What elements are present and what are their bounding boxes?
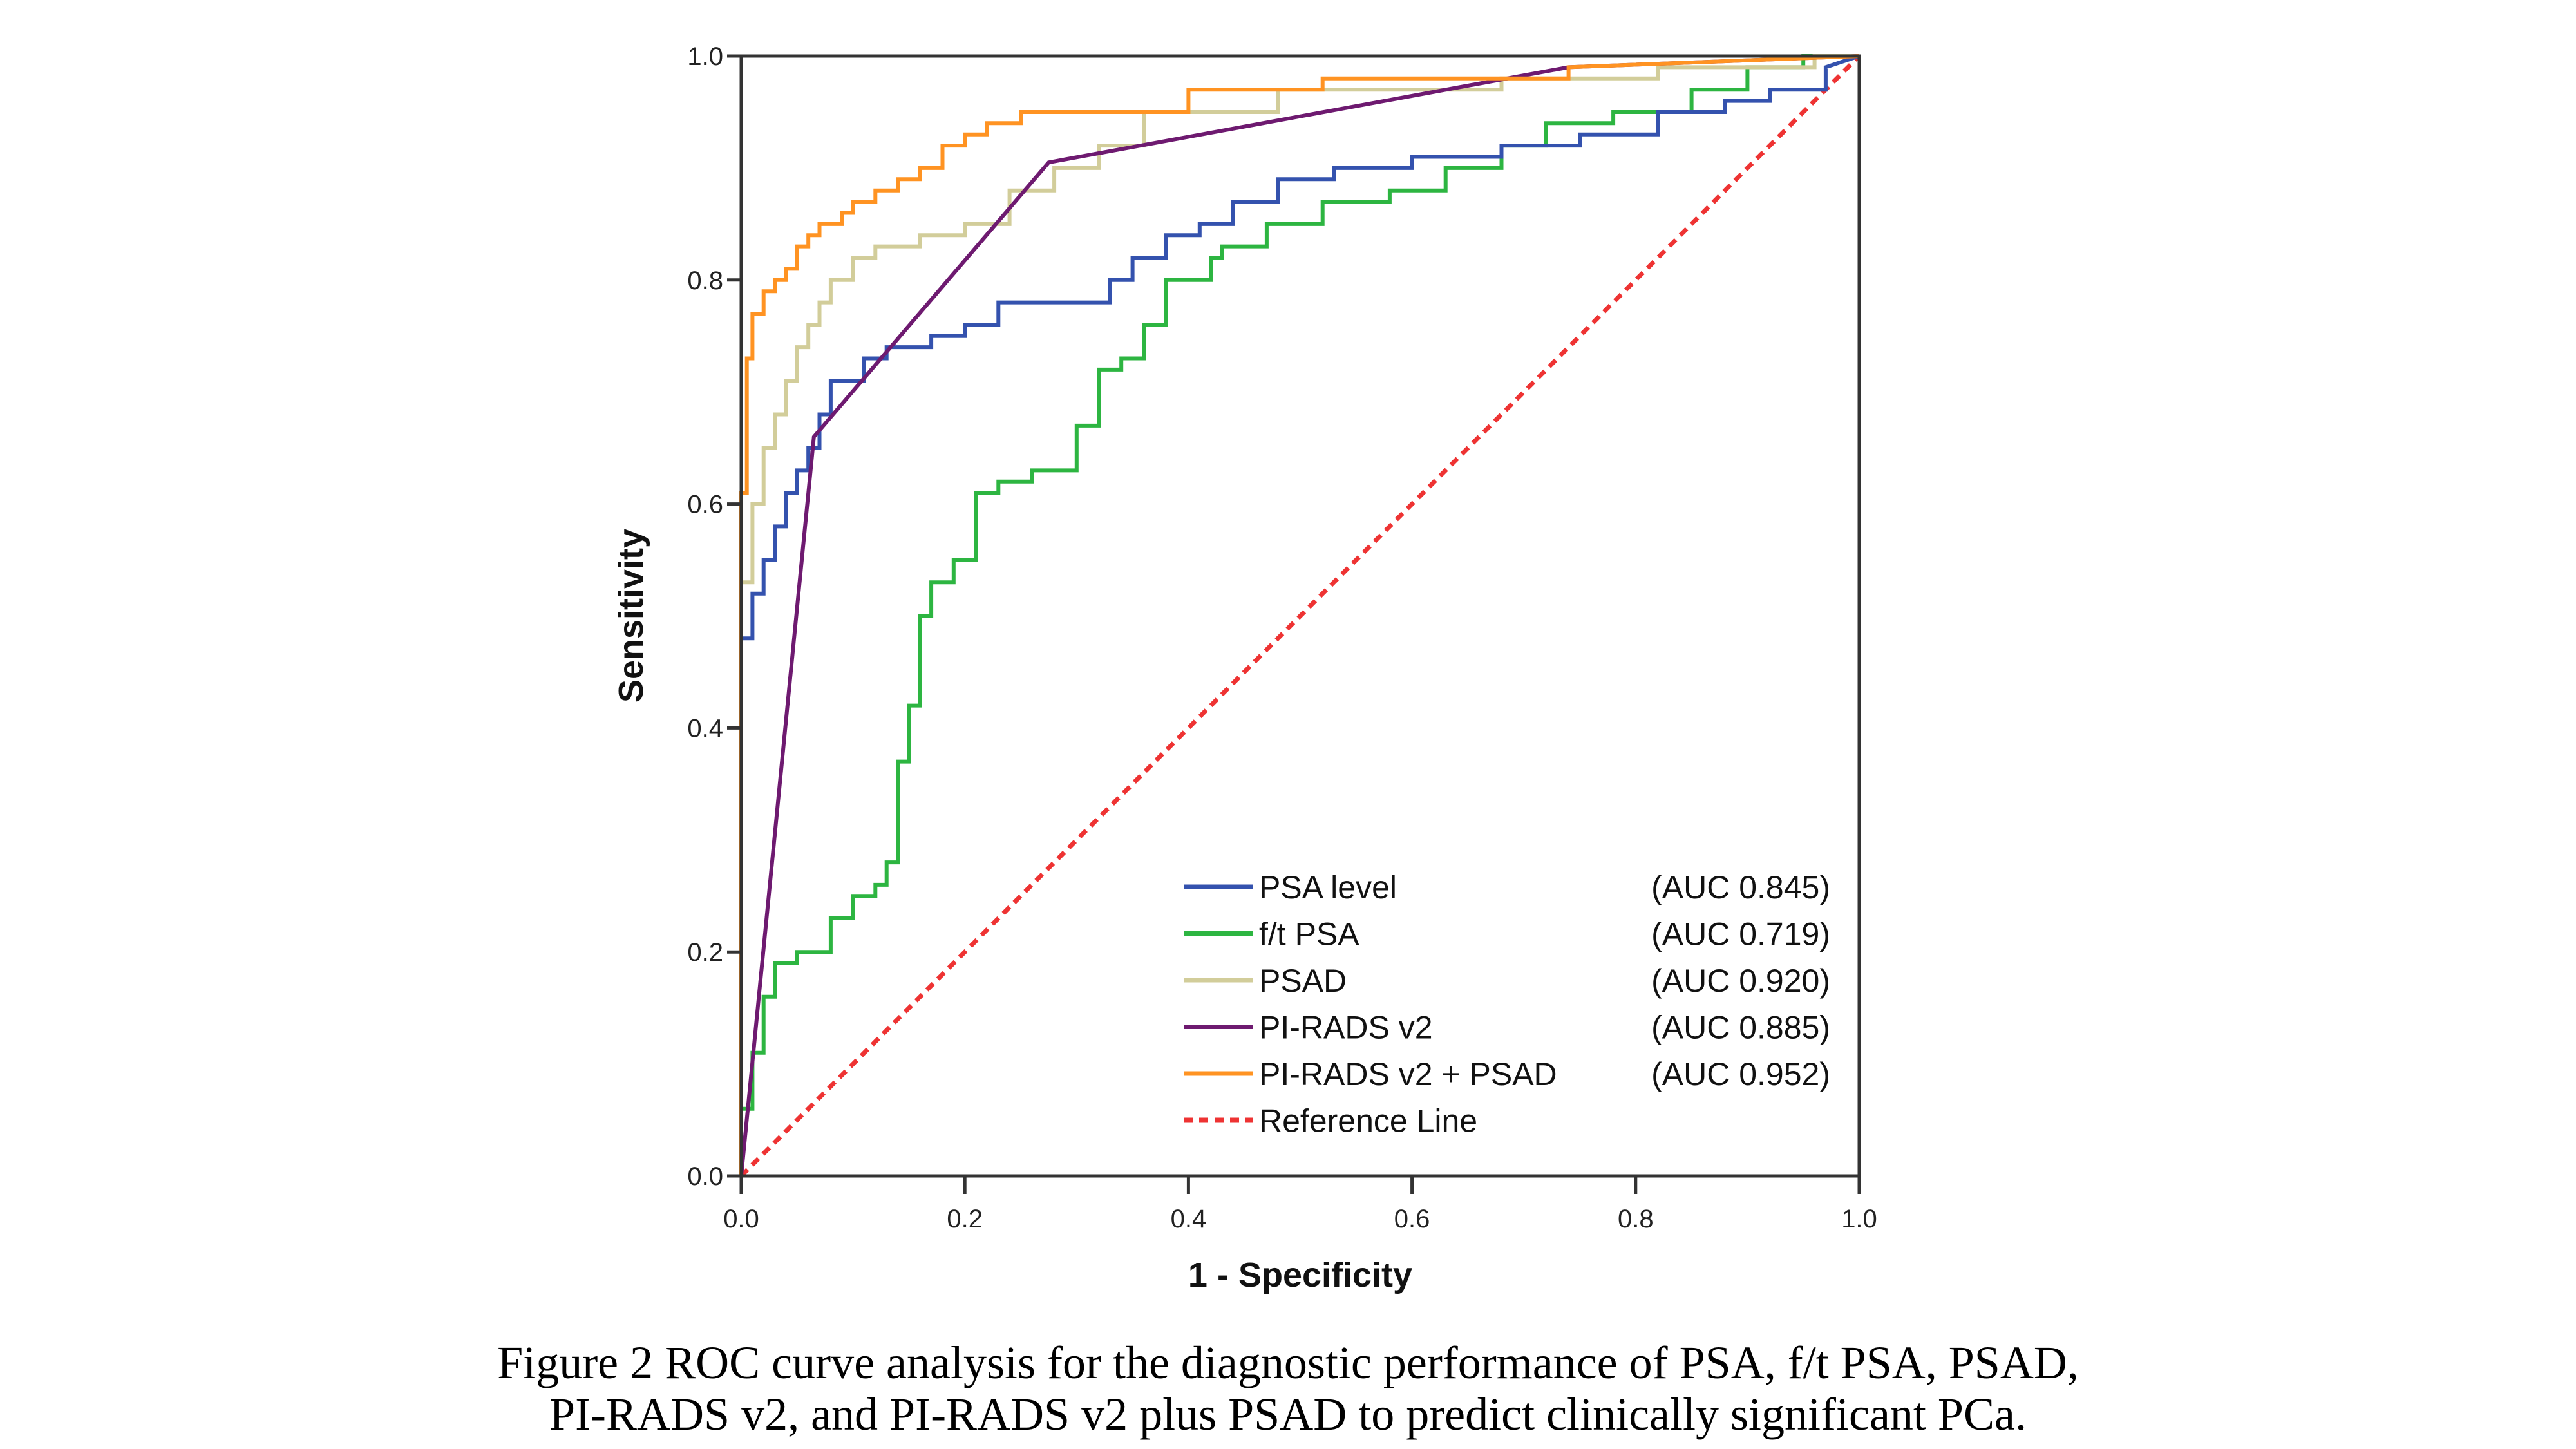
legend-auc-value: (AUC 0.845) <box>1651 869 1830 905</box>
x-tick-label: 0.6 <box>1394 1205 1430 1233</box>
plot-curves <box>739 54 1861 1178</box>
series-line-psa-level <box>739 54 1860 1176</box>
x-tick-label: 1.0 <box>1841 1205 1877 1233</box>
series-line-pi-rads-v2-psad <box>739 54 1860 1176</box>
y-tick-label: 1.0 <box>687 43 723 71</box>
figure-caption-line-2: PI-RADS v2, and PI-RADS v2 plus PSAD to … <box>549 1388 2027 1440</box>
x-tick-label: 0.4 <box>1171 1205 1207 1233</box>
legend-label: PSA level <box>1259 869 1397 905</box>
legend-item: f/t PSA (AUC 0.719) <box>1184 916 1830 952</box>
x-axis-ticks: 0.0 0.2 0.4 0.6 0.8 1.0 <box>723 1176 1877 1233</box>
legend: PSA level (AUC 0.845) f/t PSA (AUC 0.719) PS… <box>1184 869 1830 1139</box>
series-line-reference-line <box>739 54 1861 1178</box>
y-tick-label: 0.8 <box>687 267 723 295</box>
legend-label: f/t PSA <box>1259 916 1359 952</box>
legend-label: PI-RADS v2 <box>1259 1010 1433 1046</box>
plot-frame <box>739 54 1861 1178</box>
x-axis-title: 1 - Specificity <box>1188 1256 1412 1294</box>
legend-item: PI-RADS v2 (AUC 0.885) <box>1184 1010 1830 1046</box>
legend-label: PSAD <box>1259 963 1347 999</box>
y-tick-label: 0.0 <box>687 1162 723 1191</box>
legend-auc-value: (AUC 0.885) <box>1651 1010 1830 1046</box>
legend-item: PSAD (AUC 0.920) <box>1184 963 1830 999</box>
figure-caption-line-1: Figure 2 ROC curve analysis for the diag… <box>497 1337 2079 1388</box>
x-tick-label: 0.2 <box>947 1205 983 1233</box>
legend-item: PSA level (AUC 0.845) <box>1184 869 1830 905</box>
y-axis-title: Sensitivity <box>612 529 650 703</box>
y-tick-label: 0.2 <box>687 938 723 967</box>
legend-label: PI-RADS v2 + PSAD <box>1259 1056 1557 1092</box>
legend-auc-value: (AUC 0.952) <box>1651 1056 1830 1092</box>
legend-item: Reference Line <box>1184 1103 1477 1139</box>
y-tick-label: 0.4 <box>687 714 723 743</box>
legend-auc-value: (AUC 0.719) <box>1651 916 1830 952</box>
y-axis-ticks: 0.0 0.2 0.4 0.6 0.8 1.0 <box>687 43 741 1191</box>
x-tick-label: 0.8 <box>1618 1205 1654 1233</box>
legend-auc-value: (AUC 0.920) <box>1651 963 1830 999</box>
legend-label: Reference Line <box>1259 1103 1477 1139</box>
x-tick-label: 0.0 <box>723 1205 759 1233</box>
legend-item: PI-RADS v2 + PSAD (AUC 0.952) <box>1184 1056 1830 1092</box>
y-tick-label: 0.6 <box>687 491 723 519</box>
